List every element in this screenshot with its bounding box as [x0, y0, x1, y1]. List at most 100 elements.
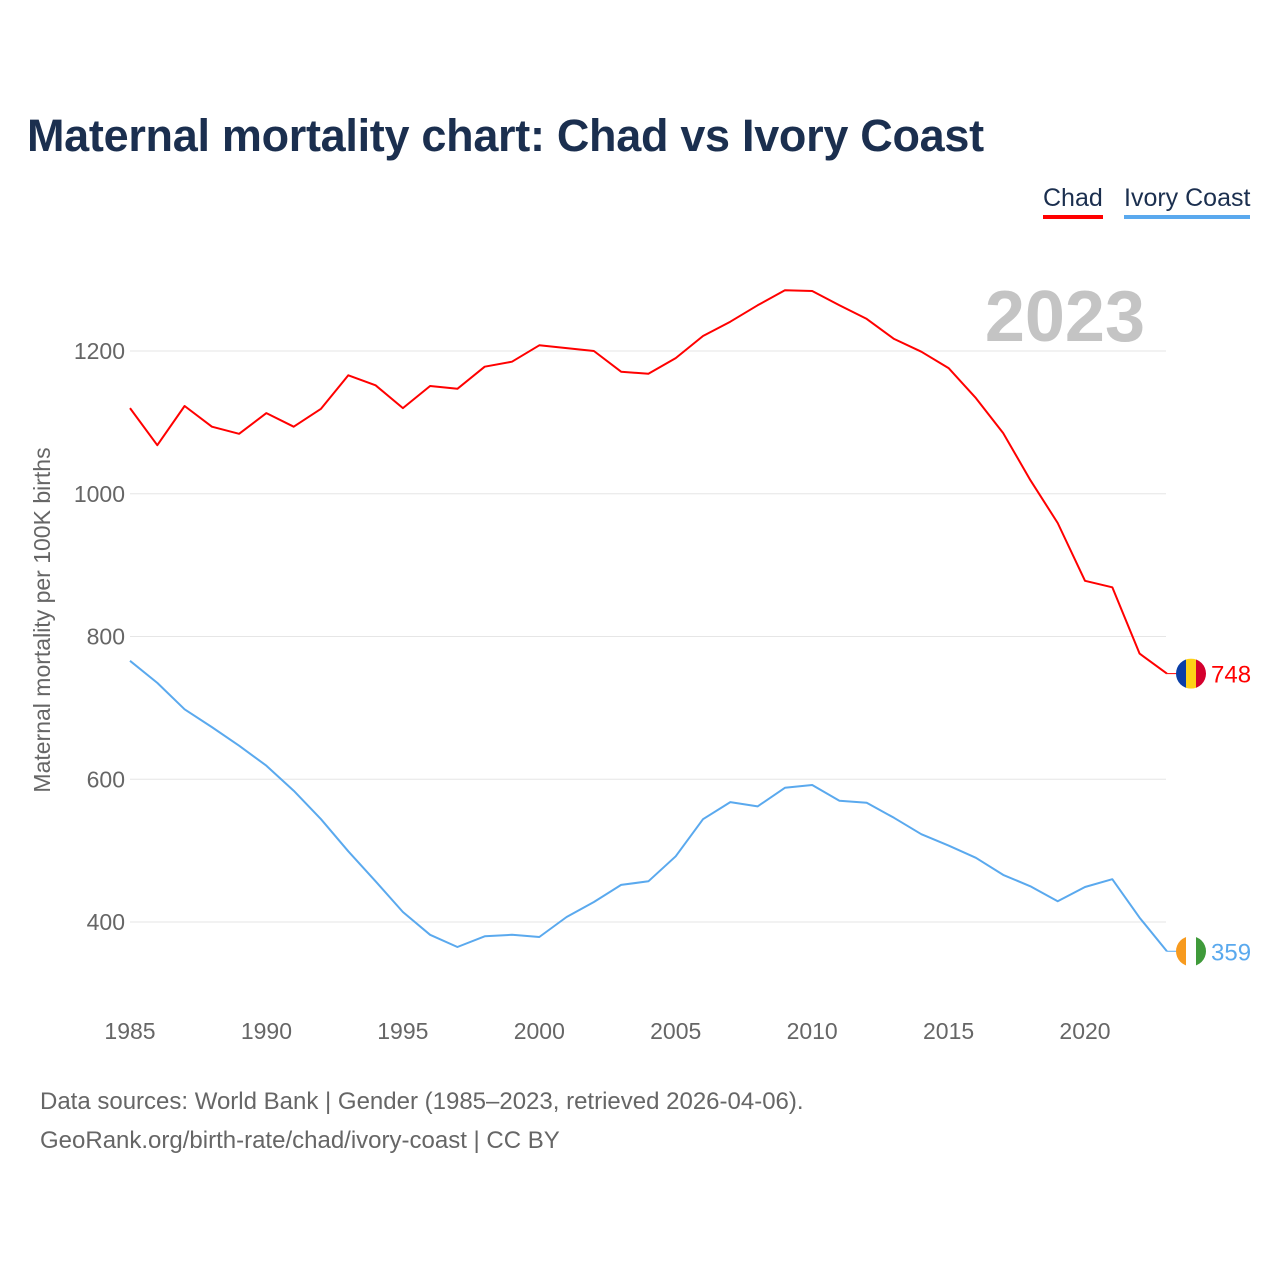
data-point [345, 848, 351, 854]
data-point [236, 743, 242, 749]
data-point [318, 406, 324, 412]
data-point [209, 724, 215, 730]
data-point [1082, 578, 1088, 584]
legend-chad[interactable]: Chad [1043, 184, 1103, 219]
end-value-label: 748 [1211, 662, 1251, 689]
y-tick-label: 400 [87, 909, 125, 935]
x-tick-label: 1995 [377, 1018, 428, 1044]
data-point [509, 932, 515, 938]
data-point [400, 405, 406, 411]
data-point [209, 424, 215, 430]
flag-stripe [1186, 936, 1197, 967]
x-tick-label: 2000 [514, 1018, 565, 1044]
data-point [536, 934, 542, 940]
data-point [973, 855, 979, 861]
data-point [755, 803, 761, 809]
data-point [673, 853, 679, 859]
chart-title: Maternal mortality chart: Chad vs Ivory … [27, 110, 984, 161]
x-tick-label: 2010 [787, 1018, 838, 1044]
data-point [564, 345, 570, 351]
data-point [536, 342, 542, 348]
data-point [427, 932, 433, 938]
data-point [946, 365, 952, 371]
x-tick-label: 1990 [241, 1018, 292, 1044]
data-point [891, 815, 897, 821]
data-point [291, 424, 297, 430]
data-point [318, 816, 324, 822]
flag-stripe [1186, 658, 1197, 689]
data-point [700, 816, 706, 822]
data-point [782, 287, 788, 293]
data-point [782, 785, 788, 791]
data-point [127, 658, 133, 664]
footer-link[interactable]: GeoRank.org/birth-rate/chad/ivory-coast … [40, 1127, 560, 1154]
flag-stripe [1176, 658, 1187, 689]
data-point [1027, 477, 1033, 483]
data-point [591, 899, 597, 905]
data-point [836, 798, 842, 804]
data-point [700, 333, 706, 339]
data-point [1137, 915, 1143, 921]
year-watermark: 2023 [985, 277, 1145, 357]
x-tick-label: 2005 [650, 1018, 701, 1044]
data-point [154, 680, 160, 686]
data-point [182, 403, 188, 409]
data-point [373, 878, 379, 884]
chad-flag-icon [1176, 658, 1206, 689]
data-point [836, 302, 842, 308]
data-point [373, 382, 379, 388]
data-point [1027, 883, 1033, 889]
data-point [1082, 884, 1088, 890]
data-point [645, 371, 651, 377]
data-point [482, 364, 488, 370]
footer-sources: Data sources: World Bank | Gender (1985–… [40, 1088, 804, 1115]
series-line-ivory-coast [129, 660, 1168, 952]
data-point [727, 319, 733, 325]
data-point [400, 909, 406, 915]
data-point [864, 316, 870, 322]
data-point [154, 442, 160, 448]
data-point [973, 395, 979, 401]
y-tick-label: 800 [87, 624, 125, 650]
data-point [645, 878, 651, 884]
data-point [809, 288, 815, 294]
data-point [673, 355, 679, 361]
data-point [591, 348, 597, 354]
y-tick-label: 600 [87, 766, 125, 792]
data-point [727, 799, 733, 805]
data-point [236, 431, 242, 437]
data-point [1137, 651, 1143, 657]
x-tick-label: 2015 [923, 1018, 974, 1044]
data-point [1109, 584, 1115, 590]
data-point [918, 349, 924, 355]
data-point [1000, 430, 1006, 436]
y-tick-label: 1200 [74, 338, 125, 364]
ivory-coast-flag-icon [1176, 936, 1206, 967]
data-point [755, 302, 761, 308]
data-point [891, 336, 897, 342]
y-tick-label: 1000 [74, 481, 125, 507]
data-point [864, 800, 870, 806]
data-point [1055, 898, 1061, 904]
data-point [918, 831, 924, 837]
data-point [454, 386, 460, 392]
data-point [1000, 872, 1006, 878]
data-point [946, 843, 952, 849]
data-point [1055, 520, 1061, 526]
flag-stripe [1196, 658, 1206, 689]
data-point [454, 944, 460, 950]
data-point [127, 405, 133, 411]
data-point [509, 359, 515, 365]
data-point [618, 882, 624, 888]
flag-stripe [1196, 936, 1206, 967]
series-line-chad [129, 289, 1168, 675]
x-tick-label: 2020 [1059, 1018, 1110, 1044]
end-value-label: 359 [1211, 939, 1251, 966]
legend-ivory-coast[interactable]: Ivory Coast [1124, 184, 1251, 219]
data-point [263, 763, 269, 769]
x-tick-label: 1985 [104, 1018, 155, 1044]
y-axis-label: Maternal mortality per 100K births [29, 447, 55, 792]
data-point [182, 706, 188, 712]
data-point [564, 914, 570, 920]
flag-stripe [1176, 936, 1187, 967]
